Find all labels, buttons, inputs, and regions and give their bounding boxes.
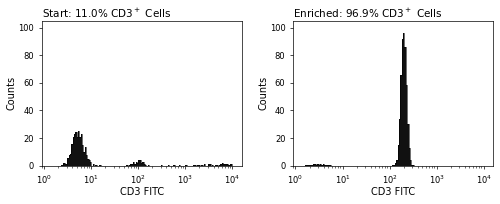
Polygon shape [293,33,493,166]
Text: Enriched: 96.9% CD3$^+$ Cells: Enriched: 96.9% CD3$^+$ Cells [293,7,442,20]
Y-axis label: Counts: Counts [7,76,17,110]
X-axis label: CD3 FITC: CD3 FITC [371,187,415,197]
Y-axis label: Counts: Counts [258,76,268,110]
Text: Start: 11.0% CD3$^+$ Cells: Start: 11.0% CD3$^+$ Cells [42,7,171,20]
Polygon shape [42,131,241,166]
X-axis label: CD3 FITC: CD3 FITC [120,187,164,197]
